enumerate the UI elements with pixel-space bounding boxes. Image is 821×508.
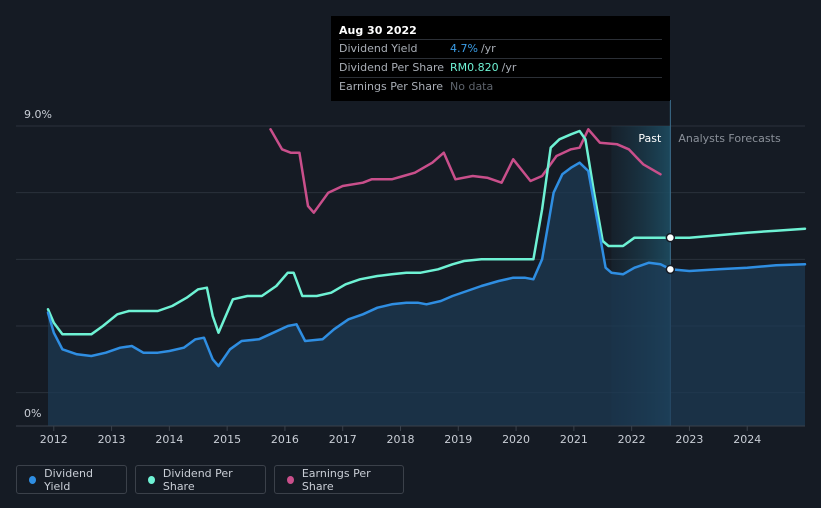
dividend-per-share-line xyxy=(46,129,807,336)
tooltip-unit: /yr xyxy=(501,61,517,74)
x-axis: 2012 2013 2014 2015 2016 2017 2018 2019 2020 2021… xyxy=(16,425,805,446)
y-axis-bottom-label: 0% xyxy=(24,407,41,420)
area-layer xyxy=(48,100,805,426)
x-tick-label: 2012 xyxy=(40,433,68,446)
data-marker xyxy=(665,264,676,275)
x-tick-label: 2016 xyxy=(271,433,299,446)
x-tick-label: 2024 xyxy=(733,433,761,446)
legend-dot-icon xyxy=(29,475,37,484)
dividend-yield-line xyxy=(46,161,807,368)
legend-item-dividend-per-share[interactable]: Dividend Per Share xyxy=(135,465,266,494)
tooltip-date: Aug 30 2022 xyxy=(339,24,417,37)
legend-dot-icon xyxy=(148,475,155,484)
x-tick-label: 2013 xyxy=(98,433,126,446)
tooltip-row-dividend-yield: Dividend Yield 4.7% /yr xyxy=(339,39,662,58)
x-tick-label: 2017 xyxy=(329,433,357,446)
tooltip-unit: /yr xyxy=(480,42,496,55)
x-tick-label: 2022 xyxy=(618,433,646,446)
tooltip-row-dividend-per-share: Dividend Per Share RM0.820 /yr xyxy=(339,58,662,77)
tooltip-value: RM0.820 xyxy=(450,61,499,74)
tooltip-value: No data xyxy=(450,80,494,93)
legend-label: Dividend Per Share xyxy=(162,466,233,493)
x-tick-label: 2014 xyxy=(155,433,183,446)
earnings-per-share-line xyxy=(269,128,662,214)
legend-item-dividend-yield[interactable]: Dividend Yield xyxy=(16,465,127,494)
x-tick-label: 2015 xyxy=(213,433,241,446)
forecast-label: Analysts Forecasts xyxy=(678,132,781,145)
chart-labels: 9.0% 0% Past Analysts Forecasts xyxy=(24,108,781,420)
x-tick-label: 2019 xyxy=(444,433,472,446)
x-tick-label: 2021 xyxy=(560,433,588,446)
x-tick-label: 2020 xyxy=(502,433,530,446)
x-tick-label: 2023 xyxy=(675,433,703,446)
dividend-yield-area xyxy=(48,162,805,426)
legend-label: Earnings Per Share xyxy=(301,466,371,493)
x-tick-label: 2018 xyxy=(386,433,414,446)
data-marker xyxy=(665,232,676,243)
past-label: Past xyxy=(638,132,662,145)
y-axis-top-label: 9.0% xyxy=(24,108,52,121)
tooltip-label: Earnings Per Share xyxy=(339,80,444,93)
tooltip-value: 4.7% xyxy=(450,42,478,55)
legend-label: Dividend Yield xyxy=(44,466,93,493)
tooltip-label: Dividend Per Share xyxy=(339,61,445,74)
legend-item-earnings-per-share[interactable]: Earnings Per Share xyxy=(274,465,404,494)
series-lines xyxy=(46,128,807,368)
tooltip-row-earnings-per-share: Earnings Per Share No data xyxy=(339,77,662,96)
tooltip-label: Dividend Yield xyxy=(339,42,418,55)
legend-dot-icon xyxy=(287,475,294,484)
tooltip: Aug 30 2022 Dividend Yield 4.7% /yr Divi… xyxy=(331,16,670,101)
